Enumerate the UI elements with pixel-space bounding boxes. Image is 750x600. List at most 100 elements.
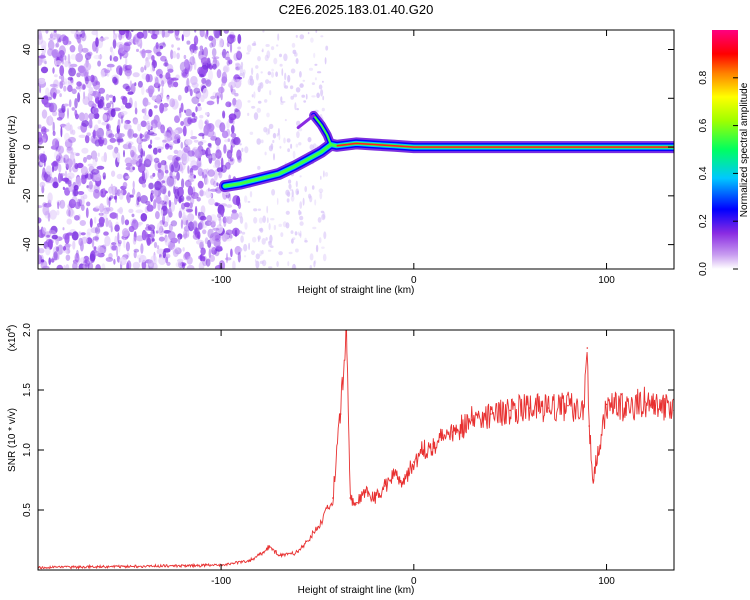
- snr-point: [605, 403, 608, 406]
- noise-blob: [156, 51, 162, 57]
- noise-blob: [40, 126, 47, 135]
- noise-blob: [153, 157, 160, 163]
- noise-blob: [125, 30, 130, 34]
- noise-blob: [72, 261, 78, 269]
- noise-blob: [199, 241, 204, 250]
- noise-blob: [194, 148, 203, 159]
- noise-blob: [295, 58, 299, 64]
- snr-point: [413, 461, 415, 463]
- noise-blob: [80, 204, 85, 211]
- noise-blob: [95, 81, 100, 85]
- noise-blob: [230, 118, 233, 124]
- noise-blob: [190, 75, 198, 86]
- snr-series: [38, 330, 674, 570]
- noise-blob: [270, 143, 274, 150]
- noise-blob: [55, 155, 61, 162]
- noise-blob: [129, 145, 137, 156]
- noise-blob: [116, 152, 121, 163]
- noise-blob: [141, 48, 146, 59]
- noise-blob: [196, 157, 202, 168]
- noise-blob: [187, 178, 194, 182]
- noise-blob: [41, 109, 48, 119]
- noise-blob: [283, 137, 286, 144]
- noise-blob: [88, 113, 95, 120]
- noise-blob: [205, 33, 208, 40]
- noise-blob: [71, 196, 78, 205]
- noise-blob: [94, 226, 101, 235]
- noise-blob: [83, 194, 88, 200]
- noise-blob: [151, 33, 158, 40]
- noise-blob: [275, 71, 278, 77]
- noise-blob: [182, 247, 185, 252]
- noise-blob: [271, 68, 274, 72]
- noise-blob: [173, 185, 176, 194]
- noise-blob: [265, 237, 268, 241]
- noise-blob: [51, 165, 55, 173]
- noise-blob: [160, 124, 166, 134]
- noise-blob: [98, 37, 106, 42]
- noise-blob: [167, 30, 174, 34]
- noise-blob: [150, 30, 153, 36]
- noise-blob: [201, 171, 205, 179]
- noise-blob: [90, 135, 98, 144]
- noise-blob: [226, 252, 228, 264]
- noise-blob: [222, 48, 227, 59]
- noise-blob: [109, 67, 112, 71]
- noise-blob: [109, 187, 112, 195]
- noise-blob: [152, 59, 156, 67]
- noise-blob: [130, 83, 136, 94]
- noise-blob: [293, 263, 296, 268]
- noise-blob: [314, 63, 318, 66]
- snr-point: [588, 425, 590, 427]
- noise-blob: [205, 79, 212, 87]
- noise-blob: [193, 175, 196, 179]
- noise-blob: [49, 171, 53, 177]
- noise-blob: [145, 101, 151, 106]
- noise-blob: [161, 86, 164, 96]
- noise-blob: [150, 65, 155, 73]
- noise-blob: [121, 214, 125, 225]
- colorbar-gradient: [712, 30, 738, 269]
- noise-blob: [63, 246, 66, 251]
- noise-blob: [207, 239, 212, 248]
- noise-blob: [132, 261, 141, 269]
- noise-blob: [225, 101, 232, 108]
- noise-blob: [283, 53, 288, 62]
- noise-blob: [163, 102, 169, 108]
- noise-blob: [181, 178, 185, 189]
- noise-blob: [192, 233, 200, 240]
- noise-blob: [162, 41, 166, 46]
- noise-blob: [128, 208, 134, 214]
- noise-blob: [45, 246, 51, 256]
- noise-blob: [108, 94, 114, 98]
- noise-blob: [273, 57, 278, 65]
- noise-blob: [40, 259, 45, 263]
- noise-blob: [44, 60, 47, 65]
- noise-blob: [111, 102, 114, 109]
- noise-blob: [125, 102, 132, 109]
- noise-blob: [290, 68, 296, 74]
- noise-blob: [199, 45, 204, 51]
- noise-blob: [278, 251, 283, 256]
- snr-point: [297, 551, 300, 553]
- noise-blob: [217, 172, 221, 176]
- noise-blob: [297, 231, 300, 236]
- noise-blob: [93, 173, 102, 182]
- noise-blob: [103, 107, 109, 111]
- noise-blob: [211, 48, 217, 57]
- noise-blob: [222, 65, 230, 73]
- noise-blob: [184, 109, 186, 114]
- noise-blob: [198, 261, 205, 269]
- noise-blob: [102, 114, 108, 122]
- noise-blob: [101, 135, 104, 141]
- noise-blob: [311, 82, 315, 85]
- noise-blob: [134, 107, 138, 115]
- noise-blob: [233, 108, 241, 119]
- snr-point: [316, 527, 319, 529]
- noise-blob: [172, 50, 177, 59]
- noise-blob: [323, 231, 327, 240]
- noise-blob: [94, 127, 98, 131]
- noise-blob: [187, 185, 194, 196]
- noise-blob: [286, 191, 291, 197]
- noise-blob: [49, 209, 57, 220]
